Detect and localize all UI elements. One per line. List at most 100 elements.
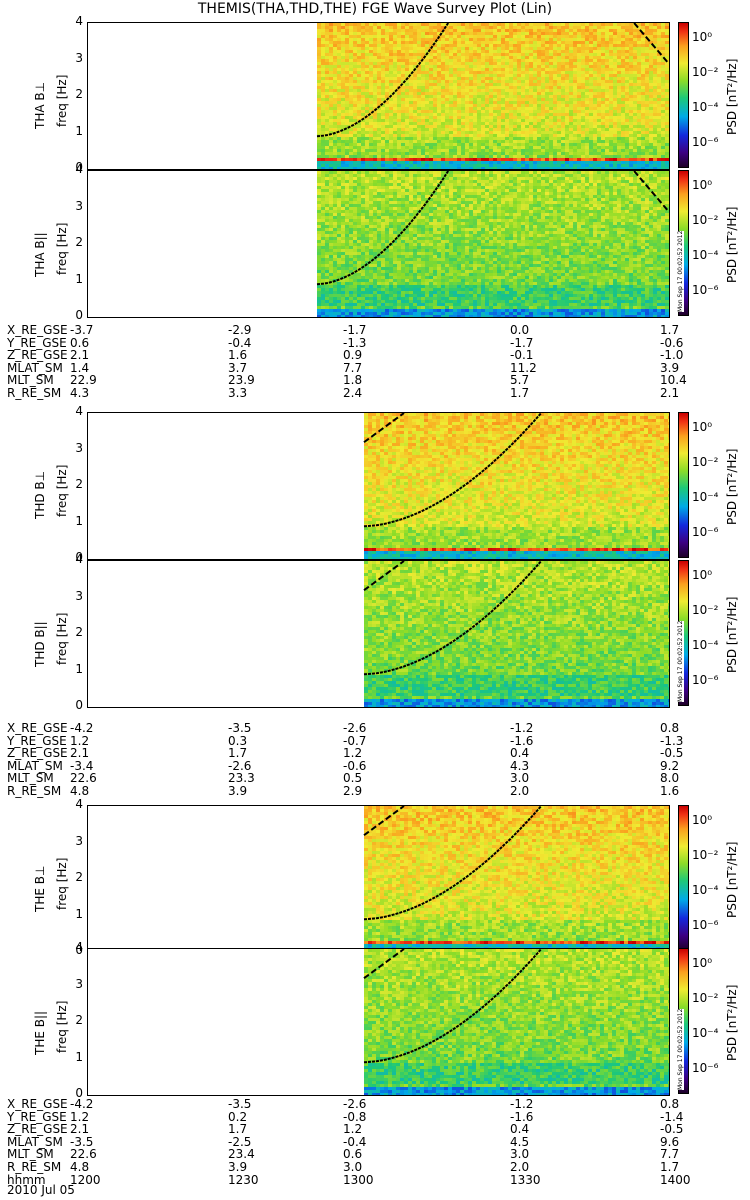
y-tick-label: 3: [61, 834, 83, 848]
ephemeris-value: 2.1: [70, 1123, 89, 1136]
ephemeris-value: 1.7: [228, 747, 247, 760]
y-tick-label: 2: [61, 235, 83, 249]
ephemeris-value: 1330: [510, 1173, 541, 1187]
ephemeris-value: 1.2: [343, 1123, 362, 1136]
y-tick-label: 3: [61, 977, 83, 991]
colorbar-title: PSD [nT²/Hz]: [725, 842, 739, 918]
panel-ylabel: THD B||: [33, 621, 47, 667]
ephemeris-label: X_RE_GSE: [7, 722, 68, 735]
y-tick-label: 2: [61, 1013, 83, 1027]
colorbar-tick-label: 10⁻⁶: [692, 673, 718, 687]
spectrogram-panel: [87, 22, 670, 170]
ephemeris-value: 0.5: [343, 772, 362, 785]
ephemeris-value: 3.0: [343, 1161, 362, 1174]
ephemeris-label: MLT_SM: [7, 1148, 54, 1161]
ephemeris-value: 1.8: [343, 374, 362, 387]
ephemeris-value: 0.8: [660, 1098, 679, 1111]
colorbar-tick-label: 10⁻⁴: [692, 883, 718, 897]
ephemeris-label: MLAT_SM: [7, 1136, 63, 1149]
timestamp-stamp: Mon Sep 17 00:02:52 2012: [677, 1008, 684, 1090]
ephemeris-value: 23.9: [228, 374, 255, 387]
ephemeris-value: 2.1: [70, 747, 89, 760]
ephemeris-label: Y_RE_GSE: [7, 336, 67, 350]
ephemeris-row: X_RE_GSE -4.2 -3.5 -2.6 -1.2 0.8: [0, 1098, 750, 1111]
ephemeris-label: X_RE_GSE: [7, 1098, 68, 1111]
ephemeris-value: 3.9: [228, 785, 247, 798]
ephemeris-value: 1.6: [228, 349, 247, 362]
y-tick-label: 1: [61, 124, 83, 138]
colorbar-tick-label: 10⁻⁴: [692, 248, 718, 262]
panel-ylabel: THA B⊥: [33, 82, 47, 129]
y-tick-label: 1: [61, 272, 83, 286]
ephemeris-value: 7.7: [660, 1148, 679, 1161]
ephemeris-value: 1.7: [660, 324, 679, 337]
ephemeris-row: Y_RE_GSE 0.6 -0.4 -1.3 -1.7 -0.6: [0, 336, 750, 350]
ephemeris-value: -1.2: [510, 1098, 533, 1111]
ephemeris-value: -0.8: [343, 1110, 366, 1124]
panel-ylabel: THE B⊥: [33, 866, 47, 912]
colorbar-tick-label: 10⁻⁴: [692, 638, 718, 652]
ephemeris-label: X_RE_GSE: [7, 324, 68, 337]
spectrogram-image: [363, 806, 669, 952]
spectrogram-panel: [87, 805, 670, 953]
ephemeris-value: -1.0: [660, 349, 683, 362]
timestamp-stamp: Mon Sep 17 00:02:52 2012: [677, 230, 684, 312]
colorbar-tick-label: 10⁻²: [692, 603, 718, 617]
ephemeris-row: MLT_SM 22.6 23.4 0.6 3.0 7.7: [0, 1148, 750, 1161]
ephemeris-row: R_RE_SM 4.8 3.9 2.9 2.0 1.6: [0, 785, 750, 798]
ephemeris-value: 23.4: [228, 1148, 255, 1161]
y-tick-label: 2: [61, 477, 83, 491]
colorbar-tick-label: 10⁰: [692, 813, 712, 827]
ephemeris-value: -3.5: [70, 1136, 93, 1149]
panel-yunit: freq [Hz]: [55, 858, 69, 910]
ephemeris-row: MLT_SM 22.6 23.3 0.5 3.0 8.0: [0, 772, 750, 785]
ephemeris-value: 0.4: [510, 1123, 529, 1136]
ephemeris-row: R_RE_SM 4.3 3.3 2.4 1.7 2.1: [0, 387, 750, 400]
colorbar-title: PSD [nT²/Hz]: [725, 59, 739, 135]
y-tick-label: 4: [61, 797, 83, 811]
spectrogram-panel: [87, 412, 670, 560]
ephemeris-label: Z_RE_GSE: [7, 747, 68, 760]
timestamp-stamp: Mon Sep 17 00:02:52 2012: [677, 620, 684, 702]
ephemeris-label: Z_RE_GSE: [7, 1123, 68, 1136]
panel-yunit: freq [Hz]: [55, 75, 69, 127]
y-tick-label: 4: [61, 14, 83, 28]
ephemeris-table: X_RE_GSE -4.2 -3.5 -2.6 -1.2 0.8 Y_RE_GSE 1.2 0.…: [0, 722, 750, 798]
colorbar-tick-label: 10⁻⁴: [692, 490, 718, 504]
y-tick-label: 1: [61, 662, 83, 676]
ephemeris-value: -2.5: [228, 1136, 251, 1149]
ephemeris-value: -1.2: [510, 722, 533, 735]
ephemeris-label: R_RE_SM: [7, 1161, 61, 1174]
colorbar-title: PSD [nT²/Hz]: [725, 207, 739, 283]
ephemeris-value: -1.6: [510, 1110, 533, 1124]
gyrofrequency-curve: [316, 23, 450, 138]
ephemeris-value: 1.6: [660, 785, 679, 798]
colorbar-tick-label: 10⁻⁶: [692, 918, 718, 932]
ephemeris-value: 1.2: [343, 747, 362, 760]
colorbar-tick-label: 10⁻⁴: [692, 1026, 718, 1040]
spectrogram-image: [363, 413, 669, 559]
panel-ylabel: THA B||: [33, 232, 47, 277]
colorbar-tick-label: 10⁻²: [692, 455, 718, 469]
gyrofrequency-curve: [363, 561, 405, 592]
ephemeris-label: MLT_SM: [7, 374, 54, 387]
ephemeris-row: Y_RE_GSE 1.2 0.2 -0.8 -1.6 -1.4: [0, 1110, 750, 1124]
colorbar-title: PSD [nT²/Hz]: [725, 985, 739, 1061]
ephemeris-value: 22.6: [70, 772, 97, 785]
ephemeris-label: MLAT_SM: [7, 760, 63, 773]
ephemeris-value: -1.3: [343, 336, 366, 350]
ephemeris-value: 3.3: [228, 387, 247, 400]
ephemeris-value: -2.6: [343, 1098, 366, 1111]
ephemeris-value: 2.4: [343, 387, 362, 400]
y-tick-label: 4: [61, 940, 83, 954]
colorbar-tick-label: 10⁻²: [692, 991, 718, 1005]
ephemeris-value: 3.7: [228, 362, 247, 375]
ephemeris-value: -0.5: [660, 747, 683, 760]
y-tick-label: 3: [61, 589, 83, 603]
ephemeris-value: 22.6: [70, 1148, 97, 1161]
colorbar-tick-label: 10⁰: [692, 178, 712, 192]
colorbar-tick-label: 10⁻²: [692, 213, 718, 227]
ephemeris-value: 3.9: [228, 1161, 247, 1174]
date-label: 2010 Jul 05: [7, 1184, 75, 1197]
colorbar: [678, 412, 689, 558]
